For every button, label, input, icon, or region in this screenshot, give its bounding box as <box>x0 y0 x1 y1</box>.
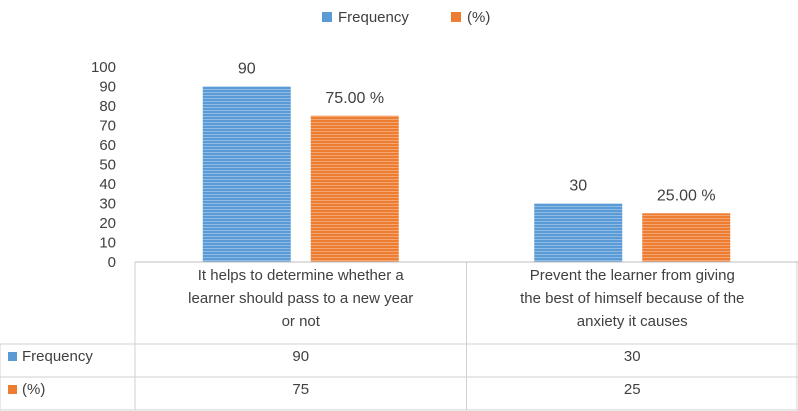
y-tick-label-5: 50 <box>99 157 116 174</box>
y-tick-label-7: 70 <box>99 118 116 135</box>
y-tick-label-2: 20 <box>99 215 116 232</box>
table-cell-1-1: 25 <box>624 381 641 398</box>
data-table: It helps to determine whether a learner s… <box>0 261 798 411</box>
category-label-1-2: anxiety it causes <box>577 313 688 330</box>
data-label-0-0: 90 <box>238 61 256 78</box>
y-tick-label-4: 40 <box>99 176 116 193</box>
table-cell-0-1: 30 <box>624 348 641 365</box>
data-label-1-0: 75.00 % <box>325 90 384 107</box>
y-tick-label-3: 30 <box>99 196 116 213</box>
category-label-1-1: the best of himself because of the <box>520 290 744 307</box>
table-row-label-1: (%) <box>22 381 45 398</box>
legend-label-1: (%) <box>467 9 490 26</box>
table-key-swatch-1 <box>8 385 17 394</box>
legend-swatch-0 <box>322 12 332 22</box>
table-cell-0-0: 90 <box>292 348 309 365</box>
category-label-0-1: learner should pass to a new year <box>188 290 413 307</box>
category-label-0-0: It helps to determine whether a <box>198 267 405 284</box>
table-row-label-0: Frequency <box>22 348 93 365</box>
legend: Frequency (%) <box>322 9 490 26</box>
bar-0-0 <box>202 86 291 262</box>
category-label-0-2: or not <box>282 313 321 330</box>
y-tick-label-1: 10 <box>99 235 116 252</box>
y-tick-label-10: 100 <box>91 59 116 76</box>
y-tick-label-0: 0 <box>108 254 116 271</box>
table-cell-1-0: 75 <box>292 381 309 398</box>
y-tick-label-8: 80 <box>99 98 116 115</box>
bars: 90 75.00 % 30 25.00 % <box>202 61 731 262</box>
y-tick-label-9: 90 <box>99 79 116 96</box>
bar-1-1 <box>642 213 731 262</box>
y-tick-label-6: 60 <box>99 137 116 154</box>
table-key-swatch-0 <box>8 352 17 361</box>
legend-swatch-1 <box>451 12 461 22</box>
category-label-1-0: Prevent the learner from giving <box>530 267 735 284</box>
data-label-1-1: 25.00 % <box>657 187 716 204</box>
bar-0-1 <box>534 203 623 262</box>
legend-label-0: Frequency <box>338 9 409 26</box>
bar-1-0 <box>310 115 399 262</box>
data-label-0-1: 30 <box>569 178 587 195</box>
y-axis: 0 10 20 30 40 50 60 70 80 90 100 <box>91 59 116 271</box>
